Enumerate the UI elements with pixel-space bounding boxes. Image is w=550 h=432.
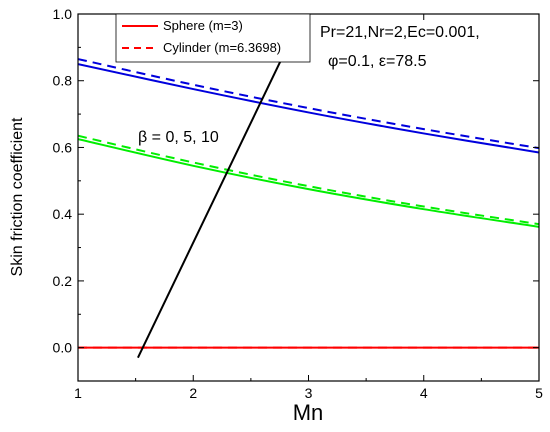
y-tick-label: 0.0: [53, 340, 73, 356]
legend-label-sphere: Sphere (m=3): [163, 18, 243, 33]
series-layer: [78, 58, 539, 349]
series-line-beta-10-solid: [78, 63, 539, 154]
y-tick-label: 1.0: [53, 6, 73, 22]
x-tick-label: 2: [189, 385, 197, 401]
legend: Sphere (m=3) Cylinder (m=6.3698): [115, 13, 311, 63]
y-axis-label: Skin friction coefficient: [9, 117, 26, 276]
series-line-beta-10-dashed: [78, 58, 539, 150]
y-tick-label: 0.2: [53, 273, 73, 289]
series-line-beta-5-dashed: [78, 134, 539, 226]
params-line-2: φ=0.1, ε=78.5: [328, 53, 427, 70]
x-axis-label: Mn: [293, 400, 324, 425]
y-tick-label: 0.8: [53, 73, 73, 89]
legend-box: [115, 13, 311, 63]
x-tick-label: 3: [305, 385, 313, 401]
series-line-beta-5-solid: [78, 138, 539, 228]
tick-layer: 1 2 3 4 5 0.0 0.2 0.4 0.6 0.8 1.0: [53, 6, 544, 401]
beta-trend-arrow: [137, 49, 287, 359]
beta-label: β = 0, 5, 10: [138, 129, 219, 146]
legend-label-cylinder: Cylinder (m=6.3698): [163, 40, 281, 55]
x-tick-label: 5: [535, 385, 543, 401]
x-tick-label: 4: [420, 385, 428, 401]
y-tick-label: 0.4: [53, 206, 73, 222]
params-line-1: Pr=21,Nr=2,Ec=0.001,: [320, 24, 480, 41]
y-tick-label: 0.6: [53, 139, 73, 155]
x-tick-label: 1: [74, 385, 82, 401]
plot-frame: [77, 13, 540, 382]
